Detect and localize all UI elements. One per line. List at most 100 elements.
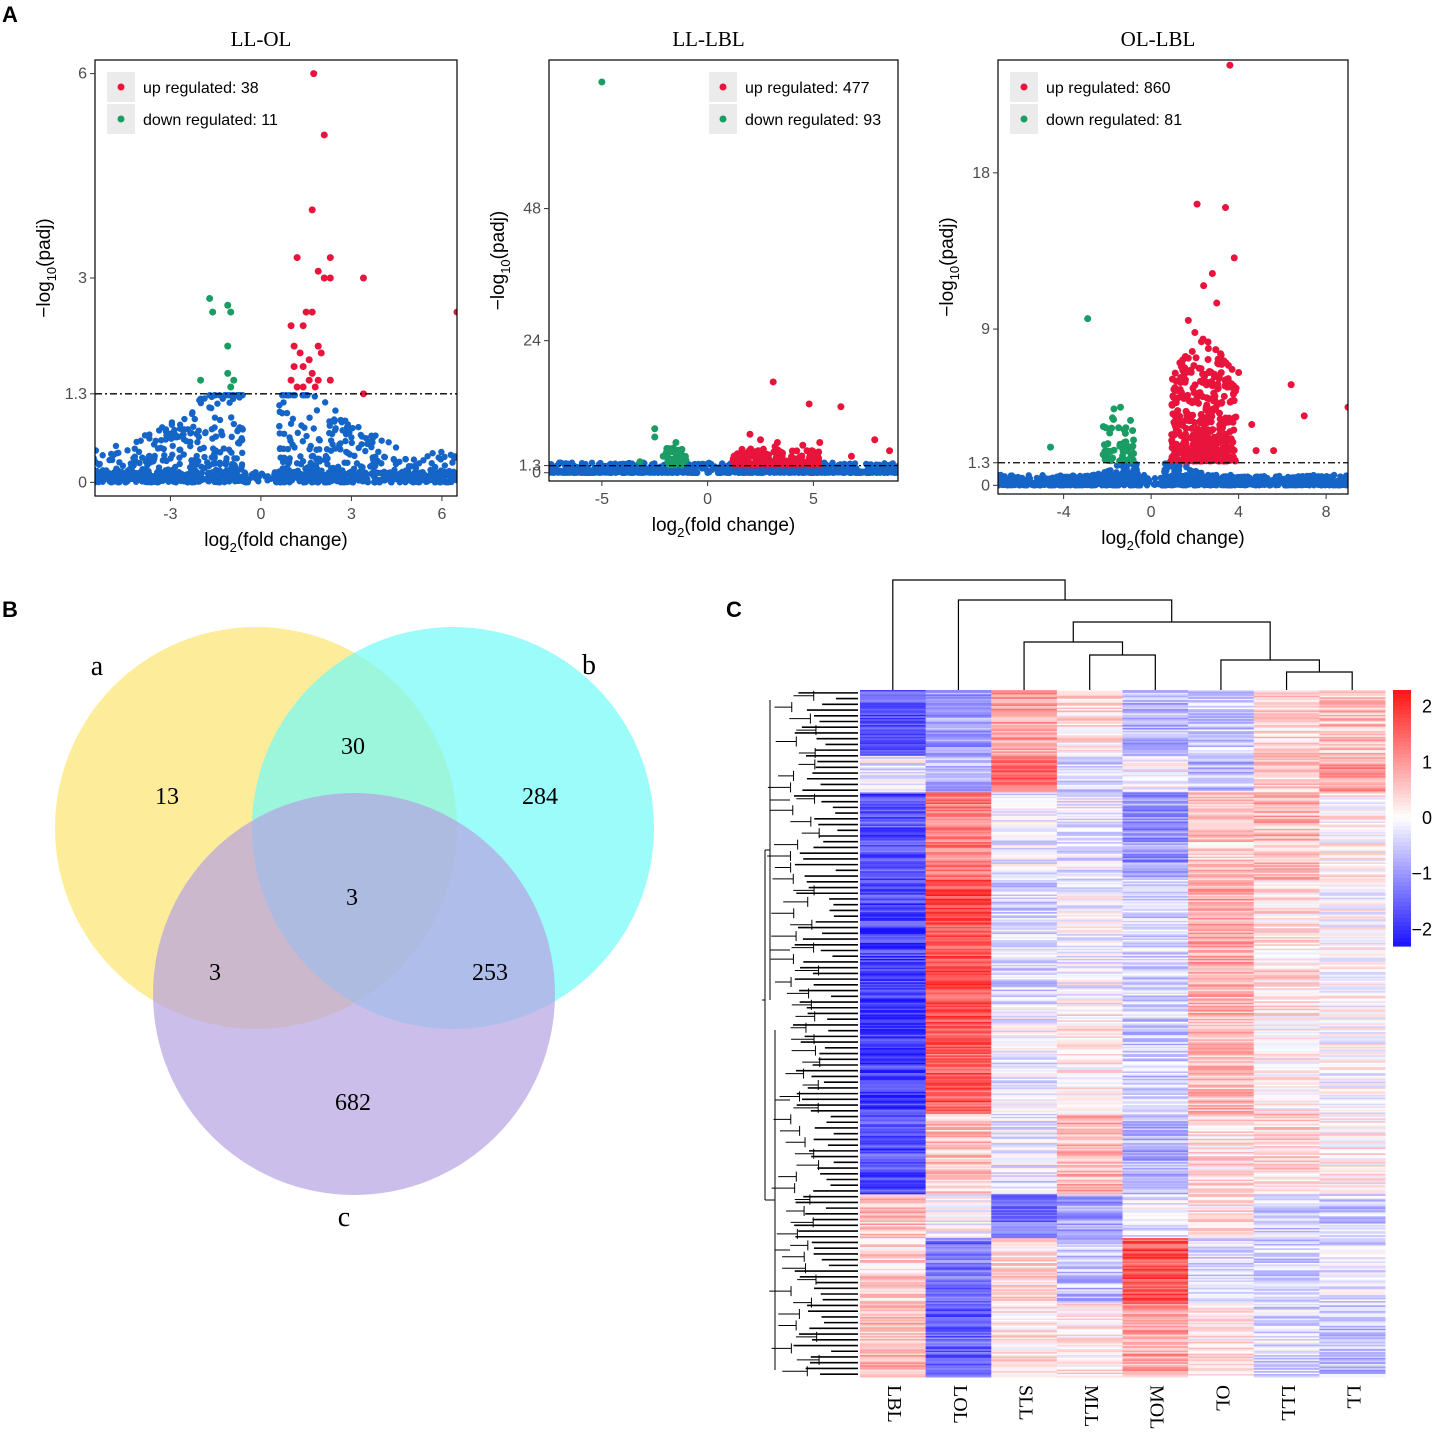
- point-up-regulated: [1208, 270, 1216, 278]
- point-down-regulated: [1118, 456, 1126, 464]
- point-not-significant: [677, 468, 684, 475]
- x-tick-label: 8: [1322, 504, 1331, 521]
- y-axis-label-main: −log: [937, 280, 958, 316]
- point-not-significant: [327, 437, 335, 444]
- legend-key-dot: [1020, 115, 1028, 123]
- point-up-regulated: [1188, 399, 1196, 407]
- point-down-regulated: [651, 425, 659, 433]
- point-not-significant: [220, 445, 228, 452]
- point-not-significant: [87, 478, 93, 484]
- point-up-regulated: [1200, 282, 1208, 290]
- point-not-significant: [415, 460, 423, 467]
- point-not-significant: [286, 434, 293, 441]
- point-not-significant: [892, 465, 898, 472]
- point-not-significant: [216, 461, 224, 468]
- point-down-regulated: [636, 458, 644, 466]
- point-not-significant: [143, 477, 150, 484]
- y-axis-label-rest: (padj): [937, 217, 958, 266]
- point-not-significant: [321, 399, 329, 406]
- y-tick-label: 0: [78, 474, 87, 491]
- point-not-significant: [276, 402, 283, 409]
- panel-letter-a: A: [2, 2, 18, 27]
- point-up-regulated: [326, 274, 334, 282]
- point-not-significant: [310, 425, 317, 432]
- point-up-regulated: [1287, 381, 1295, 389]
- point-not-significant: [218, 428, 225, 435]
- point-not-significant: [1165, 479, 1172, 486]
- point-not-significant: [192, 461, 200, 468]
- x-tick-label: 3: [347, 506, 356, 523]
- point-up-regulated: [299, 322, 307, 330]
- x-tick-label: -3: [163, 506, 177, 523]
- point-not-significant: [1222, 475, 1229, 483]
- point-not-significant: [200, 444, 207, 452]
- point-up-regulated: [311, 383, 319, 391]
- point-down-regulated: [668, 448, 676, 456]
- point-not-significant: [346, 429, 353, 436]
- point-up-regulated: [1175, 428, 1183, 436]
- legend-key-dot: [719, 115, 727, 123]
- point-down-regulated: [1110, 405, 1118, 413]
- point-up-regulated: [1187, 366, 1195, 374]
- point-not-significant: [693, 461, 701, 468]
- point-not-significant: [1300, 479, 1307, 486]
- point-not-significant: [336, 441, 343, 448]
- point-not-significant: [211, 414, 219, 421]
- point-up-regulated: [305, 356, 313, 364]
- point-not-significant: [190, 423, 197, 430]
- point-up-regulated: [1212, 436, 1220, 444]
- point-not-significant: [1193, 479, 1201, 486]
- point-up-regulated: [314, 376, 322, 384]
- point-not-significant: [223, 391, 231, 399]
- point-not-significant: [324, 460, 331, 468]
- y-axis-label: −log10(padj): [937, 217, 962, 317]
- point-not-significant: [447, 475, 454, 482]
- legend-key-dot: [117, 83, 125, 91]
- point-not-significant: [458, 468, 464, 474]
- point-not-significant: [1156, 481, 1163, 488]
- point-not-significant: [886, 466, 894, 473]
- point-not-significant: [1183, 463, 1190, 471]
- point-up-regulated: [1188, 347, 1196, 355]
- point-not-significant: [143, 470, 150, 477]
- point-not-significant: [194, 438, 201, 446]
- point-up-regulated: [1191, 329, 1199, 337]
- point-not-significant: [161, 452, 168, 459]
- point-up-regulated: [1172, 399, 1180, 407]
- point-up-regulated: [1190, 437, 1198, 445]
- point-not-significant: [355, 423, 362, 431]
- point-not-significant: [321, 472, 329, 480]
- point-down-regulated: [1106, 429, 1114, 437]
- point-up-regulated: [1213, 299, 1221, 307]
- point-not-significant: [357, 431, 365, 439]
- x-axis-label-sub: 2: [230, 540, 237, 555]
- point-not-significant: [359, 464, 366, 471]
- point-not-significant: [367, 463, 374, 470]
- point-not-significant: [302, 391, 310, 399]
- x-axis-label-main: log: [1101, 528, 1126, 549]
- point-not-significant: [154, 445, 162, 452]
- point-up-regulated: [1300, 412, 1308, 420]
- point-up-regulated: [1204, 344, 1212, 352]
- point-not-significant: [390, 455, 397, 463]
- legend-key-dot: [1020, 83, 1028, 91]
- point-not-significant: [409, 471, 416, 478]
- point-not-significant: [307, 459, 314, 467]
- x-tick-label: 5: [809, 491, 818, 508]
- point-up-regulated: [1248, 421, 1256, 429]
- point-up-regulated: [1222, 204, 1229, 212]
- point-down-regulated: [224, 342, 232, 350]
- point-not-significant: [198, 476, 206, 484]
- point-not-significant: [228, 449, 235, 456]
- legend-label: down regulated: 93: [745, 112, 881, 129]
- point-not-significant: [284, 445, 292, 453]
- point-not-significant: [1237, 480, 1244, 488]
- legend-key-dot: [117, 115, 125, 123]
- point-not-significant: [1049, 478, 1056, 485]
- point-not-significant: [807, 468, 815, 475]
- point-up-regulated: [1190, 389, 1198, 397]
- point-not-significant: [332, 407, 339, 414]
- point-up-regulated: [317, 349, 325, 357]
- point-not-significant: [358, 441, 365, 448]
- point-not-significant: [402, 478, 409, 485]
